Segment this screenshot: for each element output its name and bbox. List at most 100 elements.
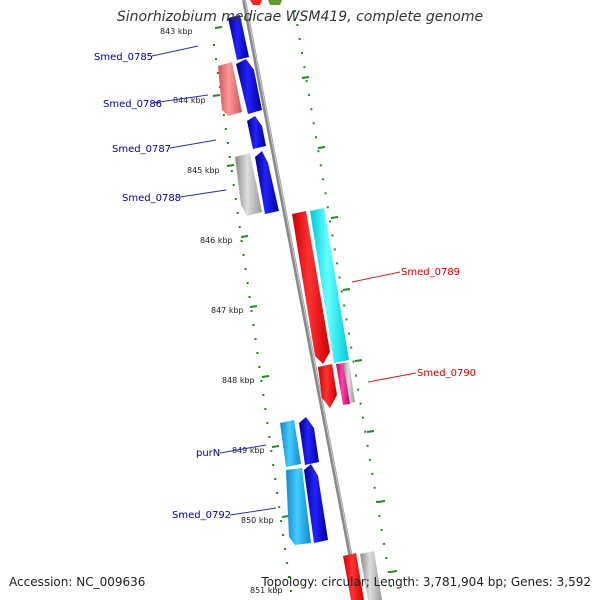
guide-dot xyxy=(215,58,217,60)
guide-dot xyxy=(371,472,374,475)
guide-dot xyxy=(357,388,360,391)
guide-dot xyxy=(228,156,231,158)
guide-dot xyxy=(242,254,245,256)
genes-reverse-strand xyxy=(218,62,311,545)
guide-dot xyxy=(278,506,281,508)
leader-line xyxy=(229,507,277,516)
tick-label: 849 kbp xyxy=(232,446,265,455)
dotted-guide-left xyxy=(213,44,292,592)
guide-dot xyxy=(286,562,289,564)
guide-dot xyxy=(274,478,277,480)
tick-label: 845 kbp xyxy=(187,166,220,175)
tick-mark xyxy=(212,94,221,97)
guide-dot xyxy=(315,136,318,139)
guide-dot xyxy=(264,408,267,410)
guide-dot xyxy=(303,66,306,69)
leader-line xyxy=(351,271,401,283)
guide-dot xyxy=(322,178,325,181)
guide-dot xyxy=(310,108,313,111)
gene-smed-0788 xyxy=(235,153,262,216)
gene-smed-0787 xyxy=(247,116,266,149)
guide-dot xyxy=(298,38,301,40)
gene-purn-fwd xyxy=(299,417,319,465)
tick-mark xyxy=(317,146,326,149)
leader-line xyxy=(169,139,217,149)
guide-dot xyxy=(385,557,388,559)
guide-dot xyxy=(218,86,221,88)
gene-label[interactable]: Smed_0787 xyxy=(112,144,171,155)
gene-smed-0792 xyxy=(286,468,311,545)
gene-bottom-gray xyxy=(360,551,382,600)
guide-dot xyxy=(350,346,353,349)
ticks: 843 kbp 844 kbp 845 kbp 846 kbp 847 kbp … xyxy=(160,26,398,595)
leader-line xyxy=(367,372,417,383)
gene-label[interactable]: Smed_0790 xyxy=(417,368,476,379)
guide-dot xyxy=(352,360,355,363)
tick-mark xyxy=(281,515,290,518)
tick-mark xyxy=(377,500,386,503)
tick-label: 846 kbp xyxy=(200,236,233,245)
guide-dot xyxy=(268,436,271,438)
tick-mark xyxy=(366,430,375,433)
tick-label: 850 kbp xyxy=(241,516,274,525)
guide-dot xyxy=(333,248,336,251)
guide-dot xyxy=(230,170,233,172)
guide-dot xyxy=(343,304,346,307)
gene-purn xyxy=(280,420,301,467)
gene-label[interactable]: Smed_0789 xyxy=(401,267,460,278)
guide-dot xyxy=(276,492,279,494)
label-leaders xyxy=(151,45,417,516)
tick-mark xyxy=(301,76,310,79)
tick-mark xyxy=(249,305,258,308)
guide-dot xyxy=(240,240,243,242)
guide-dot xyxy=(294,10,296,12)
guide-dot xyxy=(232,184,235,186)
guide-dot xyxy=(331,234,334,237)
guide-dot xyxy=(238,226,241,228)
gene-label[interactable]: purN xyxy=(196,448,220,459)
gene-smed-0790-gray xyxy=(343,362,355,403)
dotted-guide-right xyxy=(294,10,392,587)
gene-smed-0789 xyxy=(292,211,330,364)
guide-dot xyxy=(236,212,239,214)
tick-label: 851 kbp xyxy=(250,586,283,595)
tick-mark xyxy=(330,216,339,219)
leader-line xyxy=(219,444,267,454)
tick-mark xyxy=(354,359,363,362)
guide-dot xyxy=(270,450,273,452)
gene-label[interactable]: Smed_0788 xyxy=(122,193,181,204)
guide-dot xyxy=(383,542,385,545)
genes-forward-strand xyxy=(228,0,328,543)
guide-dot xyxy=(252,324,255,326)
guide-dot xyxy=(347,332,350,335)
guide-dot xyxy=(366,444,369,447)
guide-dot xyxy=(234,198,237,200)
guide-dot xyxy=(248,296,251,298)
gene-smed-0789-cyan xyxy=(310,208,349,363)
guide-dot xyxy=(288,576,290,578)
gene-label[interactable]: Smed_0785 xyxy=(94,52,153,63)
guide-dot xyxy=(280,520,283,522)
guide-dot xyxy=(380,528,383,531)
guide-dot xyxy=(376,500,378,503)
gene-top-fragment-green xyxy=(268,0,282,5)
tick-label: 847 kbp xyxy=(211,306,244,315)
guide-dot xyxy=(361,416,364,419)
tick-mark xyxy=(342,288,351,291)
genome-backbone xyxy=(242,0,361,600)
gene-label[interactable]: Smed_0786 xyxy=(103,99,162,110)
leader-line xyxy=(151,94,209,104)
guide-dot xyxy=(359,402,362,405)
guide-dot xyxy=(301,52,303,55)
gene-label[interactable]: Smed_0792 xyxy=(172,510,231,521)
accession-text: Accession: NC_009636 xyxy=(9,575,146,589)
guide-dot xyxy=(319,164,322,167)
guide-dot xyxy=(284,548,287,550)
guide-dot xyxy=(256,352,259,354)
tick-mark xyxy=(214,26,223,29)
guide-dot xyxy=(226,142,229,144)
gene-labels: Smed_0785 Smed_0786 Smed_0787 Smed_0788 … xyxy=(94,52,476,521)
guide-dot xyxy=(345,318,348,321)
guide-dot xyxy=(244,268,247,270)
leader-line xyxy=(151,45,199,57)
